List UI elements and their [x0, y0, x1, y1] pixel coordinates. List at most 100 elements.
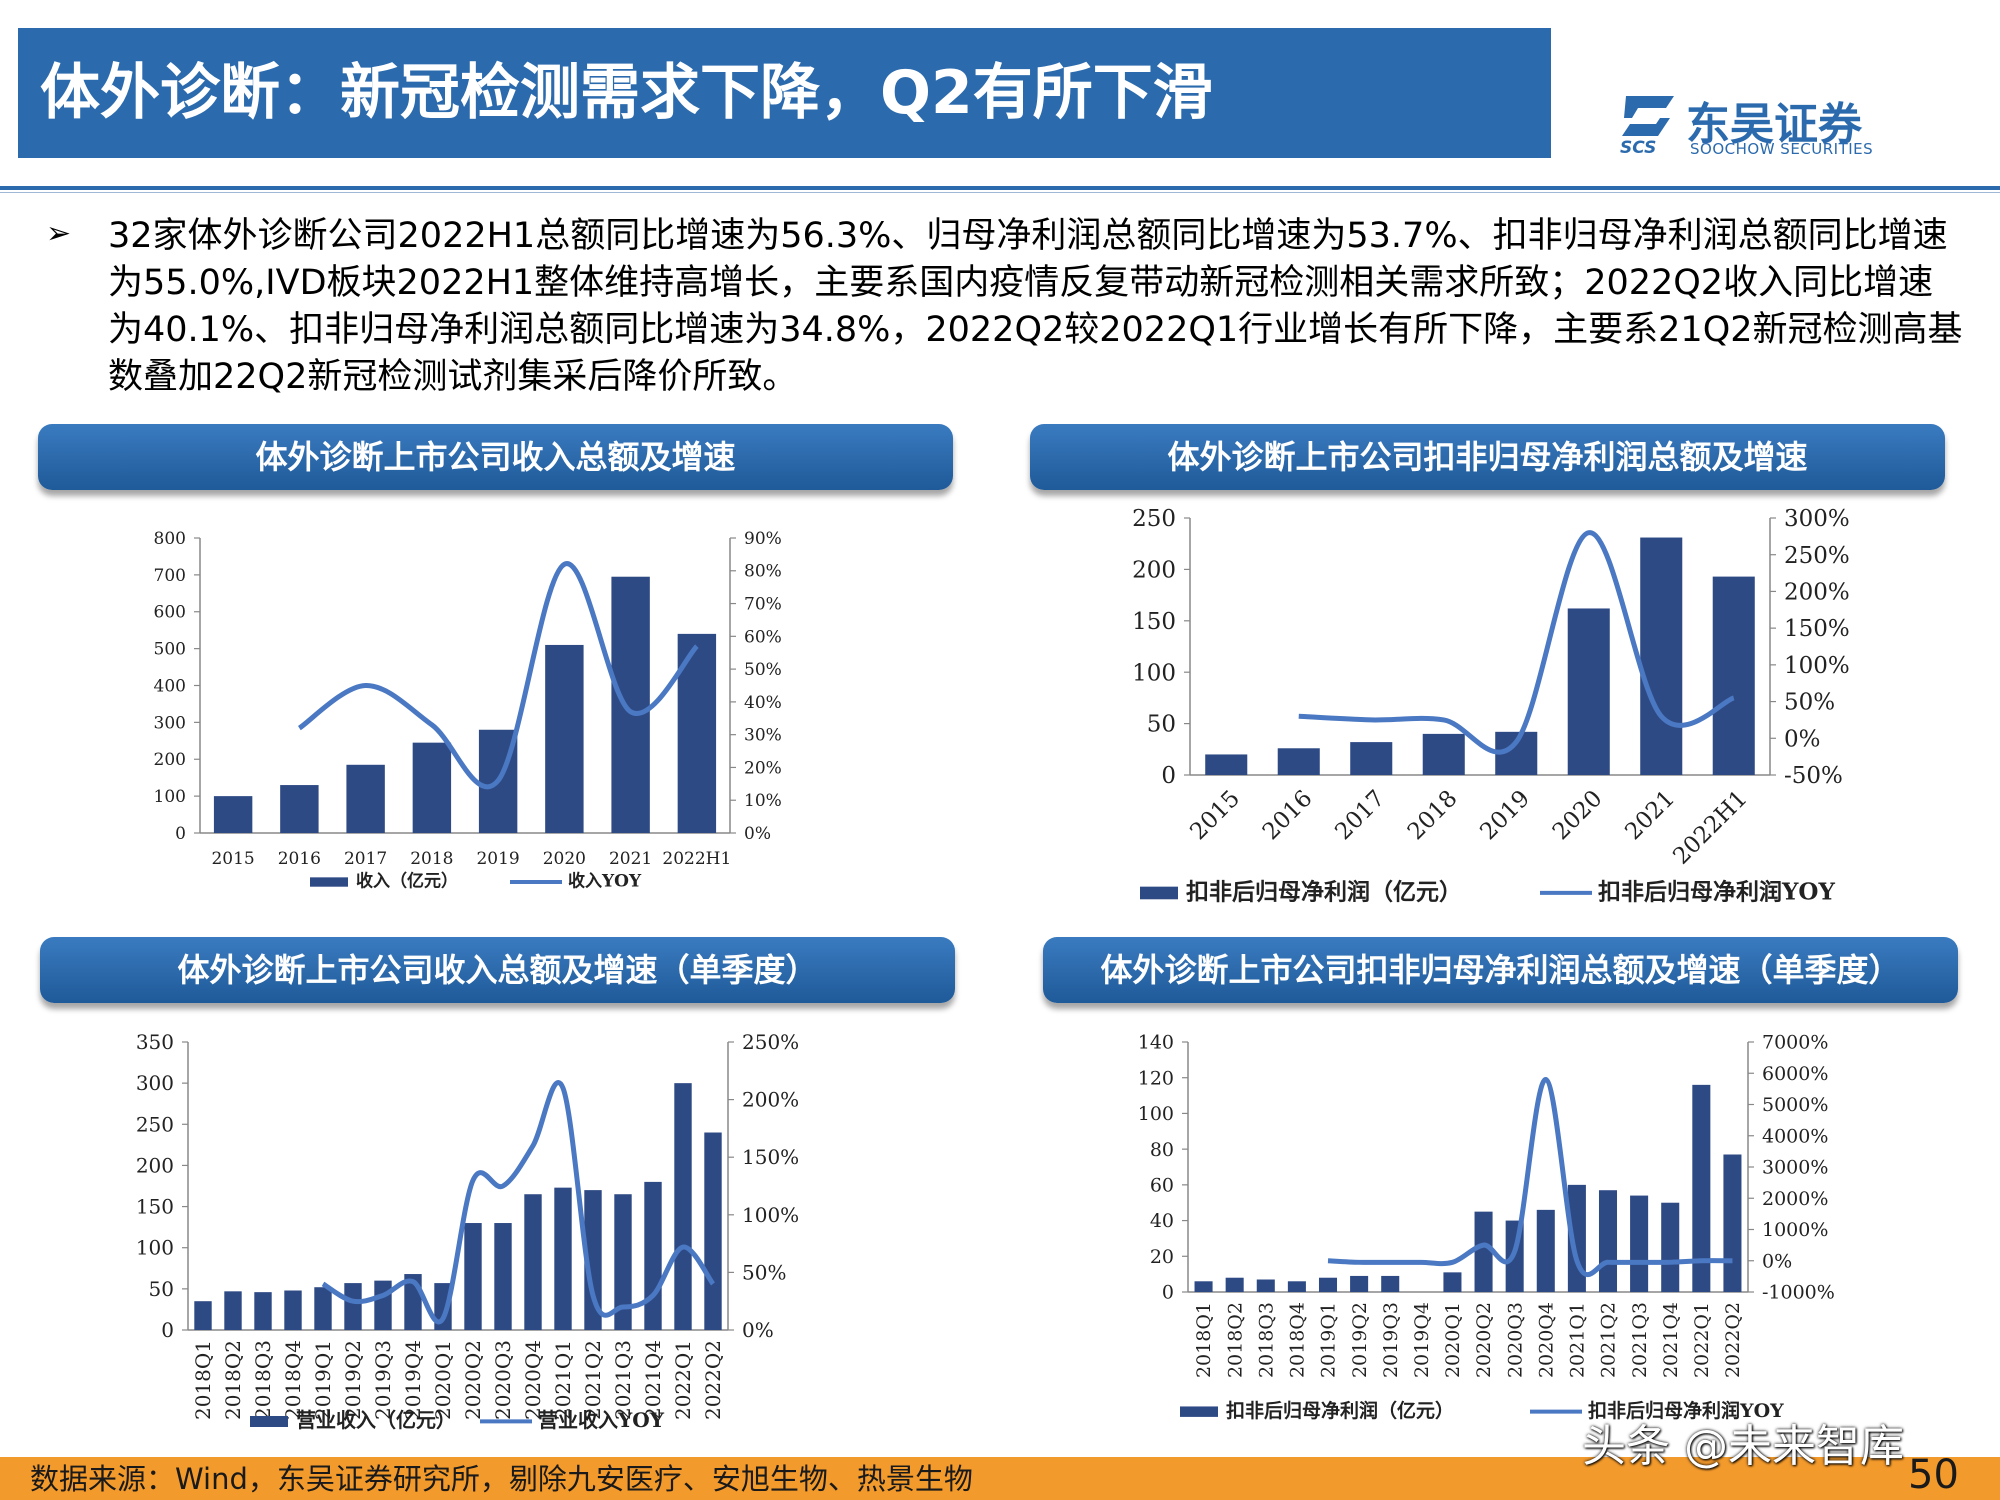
page-number: 50 [1908, 1452, 1959, 1498]
bar [344, 1283, 362, 1330]
bar [1536, 1209, 1555, 1292]
bar [1567, 608, 1610, 775]
bar [284, 1290, 302, 1330]
x-tick-label: 2017 [344, 849, 387, 869]
left-tick-label: 80 [1150, 1139, 1174, 1161]
left-tick-label: 100 [136, 1236, 174, 1260]
right-tick-label: 300% [1784, 506, 1850, 532]
bar [346, 764, 385, 833]
chart-revenue-annual: 0 100 200 300 400 500 600 700 800 0% 10% 20% 30% 40% 5… [154, 529, 782, 892]
bar [1598, 1190, 1618, 1292]
left-tick-label: 200 [154, 750, 186, 770]
chart-profit-annual: 0 50 100 150 200 250 -50% 0% 50% 100% 150% 200% 250%… [1132, 506, 1850, 905]
bar [644, 1181, 662, 1330]
x-tick-label: 2016 [1258, 785, 1318, 845]
bar [524, 1194, 542, 1330]
x-tick-label: 2020Q1 [1442, 1302, 1464, 1378]
right-tick-label: 20% [744, 758, 782, 778]
bar [412, 742, 452, 833]
left-tick-label: 140 [1138, 1032, 1174, 1054]
left-tick-label: 0 [161, 1318, 174, 1342]
chart-profit-quarterly: 0 20 40 60 80 100 120 140 -1000% 0% 1000% 2000% 3000… [1138, 1032, 1835, 1422]
summary-paragraph: 32家体外诊断公司2022H1总额同比增速为56.3%、归母净利润总额同比增速为… [108, 216, 1963, 397]
left-tick-label: 250 [136, 1112, 174, 1136]
right-tick-label: 30% [744, 726, 782, 746]
x-tick-label: 2022Q2 [701, 1340, 725, 1420]
yoy-line [321, 1080, 716, 1325]
x-tick-label: 2021Q1 [1567, 1302, 1589, 1378]
x-tick-label: 2018Q4 [281, 1340, 305, 1420]
bar [314, 1287, 332, 1330]
right-tick-label: 150% [742, 1145, 799, 1169]
legend-bar-swatch [1140, 886, 1178, 900]
right-tick-label: 100% [742, 1203, 799, 1227]
x-tick-label: 2021Q3 [611, 1340, 635, 1420]
x-tick-label: 2021Q2 [581, 1340, 605, 1420]
chart-1-title: 体外诊断上市公司收入总额及增速 [38, 424, 953, 490]
bar [554, 1187, 572, 1330]
header-rule [0, 186, 2000, 190]
x-tick-label: 2018Q3 [1255, 1302, 1277, 1378]
right-tick-label: 250% [1784, 543, 1850, 569]
legend-bar-swatch [310, 877, 348, 887]
x-tick-label: 2018Q3 [251, 1340, 275, 1420]
x-tick-label: 2018Q1 [191, 1340, 215, 1420]
legend-bar-label: 扣非后归母净利润（亿元） [1186, 878, 1462, 905]
x-tick-label: 2019Q3 [371, 1340, 395, 1420]
left-tick-label: 0 [175, 824, 186, 844]
legend-line-label: 收入YOY [568, 871, 642, 892]
right-tick-label: 50% [1784, 690, 1835, 716]
x-tick-label: 2020Q3 [1504, 1302, 1526, 1378]
title-bar [18, 28, 1551, 158]
left-tick-label: 250 [1132, 506, 1176, 532]
x-tick-label: 2021Q4 [1660, 1302, 1682, 1378]
x-tick-label: 2019 [1475, 785, 1535, 845]
legend-line-label: 营业收入YOY [538, 1408, 665, 1432]
bar [1661, 1202, 1680, 1292]
yoy-line [297, 561, 699, 790]
bar [545, 644, 584, 833]
logo-abbr: SCS [1620, 138, 1657, 158]
x-tick-label: 2020Q2 [461, 1340, 485, 1420]
bar [674, 1083, 692, 1330]
right-tick-label: 0% [1762, 1250, 1792, 1272]
page-title: 体外诊断：新冠检测需求下降，Q2有所下滑 [40, 58, 1213, 128]
left-tick-label: 0 [1162, 1282, 1174, 1304]
bar [1443, 1272, 1462, 1292]
left-tick-label: 800 [154, 529, 186, 549]
right-tick-label: 3000% [1762, 1157, 1828, 1179]
x-tick-label: 2021Q4 [641, 1340, 665, 1420]
legend-bar-label: 扣非后归母净利润（亿元） [1226, 1399, 1454, 1422]
left-tick-label: 0 [1161, 763, 1176, 789]
bar [1225, 1277, 1244, 1292]
left-tick-label: 200 [136, 1153, 174, 1177]
right-tick-label: 0% [1784, 726, 1821, 752]
right-tick-label: 150% [1784, 616, 1850, 642]
x-tick-label: 2020 [1548, 785, 1608, 845]
bar [1350, 742, 1393, 775]
bar [280, 785, 319, 833]
chart-3-title: 体外诊断上市公司收入总额及增速（单季度） [40, 937, 955, 1003]
bar [1422, 733, 1465, 775]
left-tick-label: 600 [154, 603, 186, 623]
bar [464, 1223, 482, 1330]
x-tick-label: 2020Q2 [1473, 1302, 1495, 1378]
bar [611, 576, 650, 833]
logo-english: SOOCHOW SECURITIES [1690, 140, 1874, 158]
bar [1205, 754, 1248, 775]
x-tick-label: 2021 [609, 849, 652, 869]
bar [1712, 576, 1755, 775]
right-tick-label: 6000% [1762, 1063, 1828, 1085]
left-tick-label: 300 [136, 1071, 174, 1095]
left-tick-label: 400 [154, 676, 186, 696]
right-tick-label: 70% [744, 595, 782, 615]
left-tick-label: 50 [1147, 712, 1176, 738]
x-tick-label: 2022H1 [1668, 785, 1752, 869]
x-tick-label: 2018Q2 [1224, 1302, 1246, 1378]
right-tick-label: 60% [744, 627, 782, 647]
bar [1640, 537, 1683, 775]
left-tick-label: 150 [136, 1195, 174, 1219]
bar [224, 1291, 242, 1330]
bar [1318, 1277, 1338, 1292]
left-tick-label: 700 [154, 566, 186, 586]
